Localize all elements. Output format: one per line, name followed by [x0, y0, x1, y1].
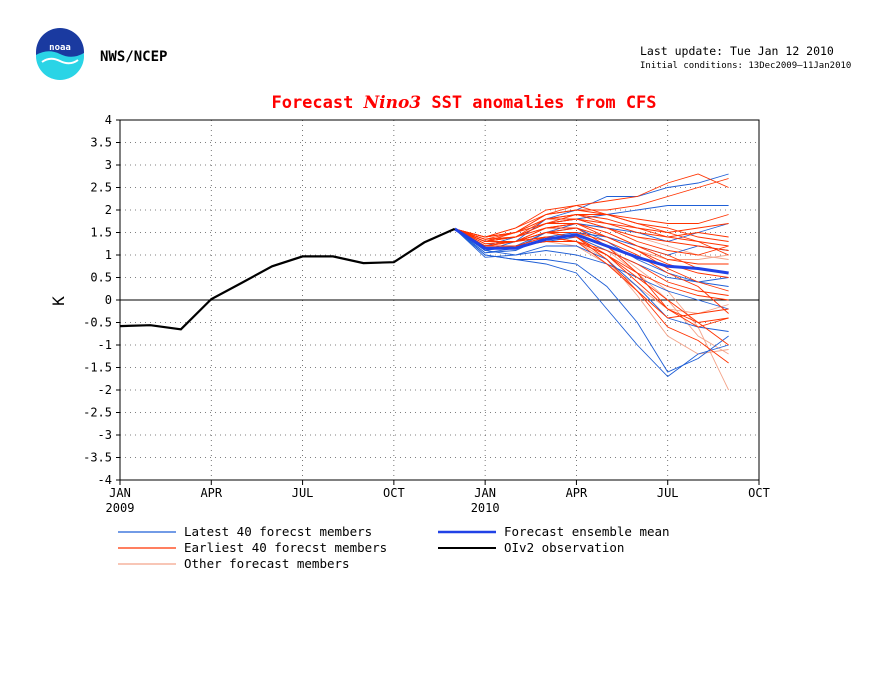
x-tick-label: OCT	[748, 486, 770, 500]
x-tick-label: JAN	[474, 486, 496, 500]
legend-label: Latest 40 forecst members	[184, 524, 372, 539]
y-tick-label: 3	[105, 158, 112, 172]
legend-label: OIv2 observation	[504, 540, 624, 555]
y-tick-label: -1.5	[83, 361, 112, 375]
earliest-member-line	[454, 205, 729, 242]
logo-gull	[41, 57, 79, 65]
x-tick-label: APR	[566, 486, 588, 500]
earliest-forecast-members	[454, 173, 729, 364]
y-axis-ticks: -4 -3.5 -3 -2.5 -2 -1.5 -1 -0.5 0 0.5 1 1.5 2 2.5 3 3.5…	[83, 113, 120, 487]
y-tick-label: -3	[98, 428, 112, 442]
ensemble-mean-line	[453, 227, 729, 275]
x-tick-label: OCT	[383, 486, 405, 500]
y-tick-label: 1.5	[90, 226, 112, 240]
earliest-member-line	[454, 223, 729, 274]
logo-text: noaa	[49, 43, 71, 53]
observation-line	[119, 227, 456, 331]
y-tick-label: 0	[105, 293, 112, 307]
x-tick-label: JUL	[657, 486, 679, 500]
chart-title-part-2: Nino3	[363, 93, 422, 113]
y-tick-label: -2.5	[83, 406, 112, 420]
y-tick-label: 2.5	[90, 181, 112, 195]
earliest-member-line	[454, 209, 729, 256]
legend-label: Other forecast members	[184, 556, 350, 571]
earliest-member-line	[454, 218, 729, 238]
y-tick-label: 1	[105, 248, 112, 262]
earliest-member-line	[454, 218, 729, 256]
latest-member-line	[454, 228, 729, 310]
latest-member-line	[454, 228, 729, 256]
y-tick-label: -2	[98, 383, 112, 397]
x-tick-label: APR	[200, 486, 222, 500]
legend-label: Earliest 40 forecst members	[184, 540, 387, 555]
earliest-member-line	[454, 228, 729, 319]
y-axis-label: K	[49, 296, 68, 306]
x-tick-label: JUL	[292, 486, 314, 500]
chart-title: Forecast Nino3 SST anomalies from CFS	[271, 93, 656, 113]
y-tick-label: 0.5	[90, 271, 112, 285]
earliest-member-line	[454, 228, 729, 296]
y-tick-label: -3.5	[83, 451, 112, 465]
y-tick-label: -1	[98, 338, 112, 352]
latest-forecast-members	[454, 173, 729, 378]
last-update-label: Last update: Tue Jan 12 2010	[640, 44, 834, 58]
chart-title-part-1: Forecast	[271, 93, 363, 113]
chart-title-part-3: SST anomalies from CFS	[421, 93, 656, 113]
y-tick-label: 2	[105, 203, 112, 217]
x-tick-label: JAN	[109, 486, 131, 500]
y-tick-label: 4	[105, 113, 112, 127]
agency-label: NWS/NCEP	[100, 49, 167, 65]
x-tick-year-label: 2009	[106, 501, 135, 515]
latest-member-line	[454, 228, 729, 373]
noaa-logo: noaa	[36, 28, 84, 80]
y-tick-label: -0.5	[83, 316, 112, 330]
plot-frame	[119, 119, 760, 481]
y-tick-label: 3.5	[90, 136, 112, 150]
logo-top	[36, 28, 84, 57]
initial-conditions-label: Initial conditions: 13Dec2009–11Jan2010	[640, 61, 851, 71]
x-tick-year-label: 2010	[471, 501, 500, 515]
y-tick-label: -4	[98, 473, 112, 487]
legend-label: Forecast ensemble mean	[504, 524, 670, 539]
